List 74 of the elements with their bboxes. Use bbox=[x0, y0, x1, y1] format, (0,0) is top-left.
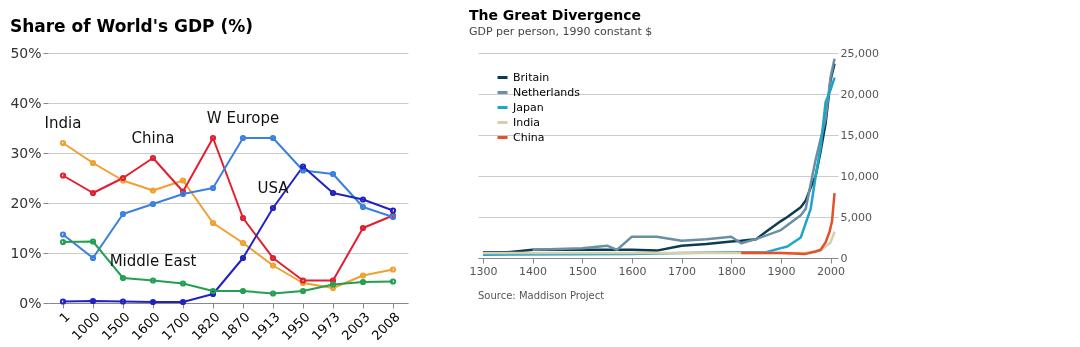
point bbox=[269, 290, 277, 297]
point bbox=[359, 196, 367, 203]
x-tick-label: 1300 bbox=[469, 264, 498, 278]
x-tick-label: 1400 bbox=[519, 264, 548, 278]
annotation: India bbox=[44, 114, 82, 132]
point bbox=[89, 238, 97, 245]
legend-label: China bbox=[513, 130, 545, 144]
point bbox=[119, 298, 127, 305]
y-tick-label: 20,000 bbox=[840, 87, 879, 101]
y-tick-label: 30% bbox=[10, 144, 42, 161]
point bbox=[89, 159, 97, 167]
point bbox=[119, 210, 127, 218]
y-tick-label: 40% bbox=[10, 94, 42, 111]
point bbox=[149, 154, 157, 162]
chart-subtitle: GDP per person, 1990 constant $ bbox=[468, 25, 653, 38]
legend-label: Netherlands bbox=[513, 85, 581, 99]
y-tick-label: 0% bbox=[19, 294, 42, 311]
x-tick-label: 1 bbox=[56, 309, 73, 326]
point bbox=[269, 134, 277, 142]
point bbox=[239, 287, 247, 295]
annotation: Middle East bbox=[109, 251, 197, 270]
point bbox=[359, 224, 367, 232]
point bbox=[239, 254, 247, 262]
point bbox=[149, 200, 157, 208]
legend-label: Japan bbox=[512, 100, 544, 114]
x-tick-label: 1500 bbox=[568, 264, 597, 278]
point bbox=[89, 254, 97, 262]
point bbox=[299, 163, 307, 170]
point bbox=[269, 254, 277, 262]
annotation: W Europe bbox=[206, 109, 280, 127]
y-tick-label: 20% bbox=[10, 194, 42, 211]
x-tick-label: 1800 bbox=[717, 264, 746, 278]
point bbox=[239, 239, 247, 247]
point bbox=[269, 204, 277, 212]
point bbox=[209, 184, 217, 192]
point bbox=[239, 214, 247, 222]
point bbox=[179, 298, 187, 306]
point bbox=[149, 187, 157, 194]
point bbox=[359, 272, 367, 279]
legend-label: India bbox=[513, 115, 540, 129]
point bbox=[299, 287, 307, 295]
line-series bbox=[739, 191, 836, 256]
point bbox=[119, 274, 127, 282]
point bbox=[209, 219, 217, 227]
y-tick-label: 10% bbox=[10, 244, 42, 261]
point bbox=[179, 280, 187, 287]
point bbox=[89, 297, 97, 305]
source-note: Source: Maddison Project bbox=[478, 290, 605, 301]
point bbox=[149, 298, 157, 306]
point bbox=[329, 281, 337, 288]
point bbox=[269, 262, 277, 269]
point bbox=[149, 277, 157, 284]
point bbox=[239, 134, 247, 142]
x-tick-label: 1600 bbox=[618, 264, 647, 278]
point bbox=[329, 189, 337, 197]
y-tick-label: 15,000 bbox=[840, 128, 879, 142]
chart-title: Share of World's GDP (%) bbox=[9, 16, 253, 36]
point bbox=[329, 170, 337, 178]
annotation: China bbox=[131, 129, 175, 147]
y-tick-label: 25,000 bbox=[840, 46, 879, 60]
point bbox=[359, 278, 367, 286]
y-tick-label: 10,000 bbox=[840, 169, 879, 183]
legend-label: Britain bbox=[513, 70, 550, 84]
y-tick-label: 50% bbox=[10, 44, 42, 61]
point bbox=[179, 177, 187, 184]
chart-title: The Great Divergence bbox=[468, 7, 641, 23]
x-tick-label: 2000 bbox=[817, 264, 846, 278]
y-tick-label: 5,000 bbox=[840, 210, 872, 224]
x-tick-label: 1900 bbox=[767, 264, 796, 278]
y-tick-label: 0 bbox=[840, 251, 848, 265]
x-tick-label: 1700 bbox=[668, 264, 697, 278]
point bbox=[359, 203, 367, 211]
point bbox=[209, 134, 217, 142]
point bbox=[89, 189, 97, 197]
